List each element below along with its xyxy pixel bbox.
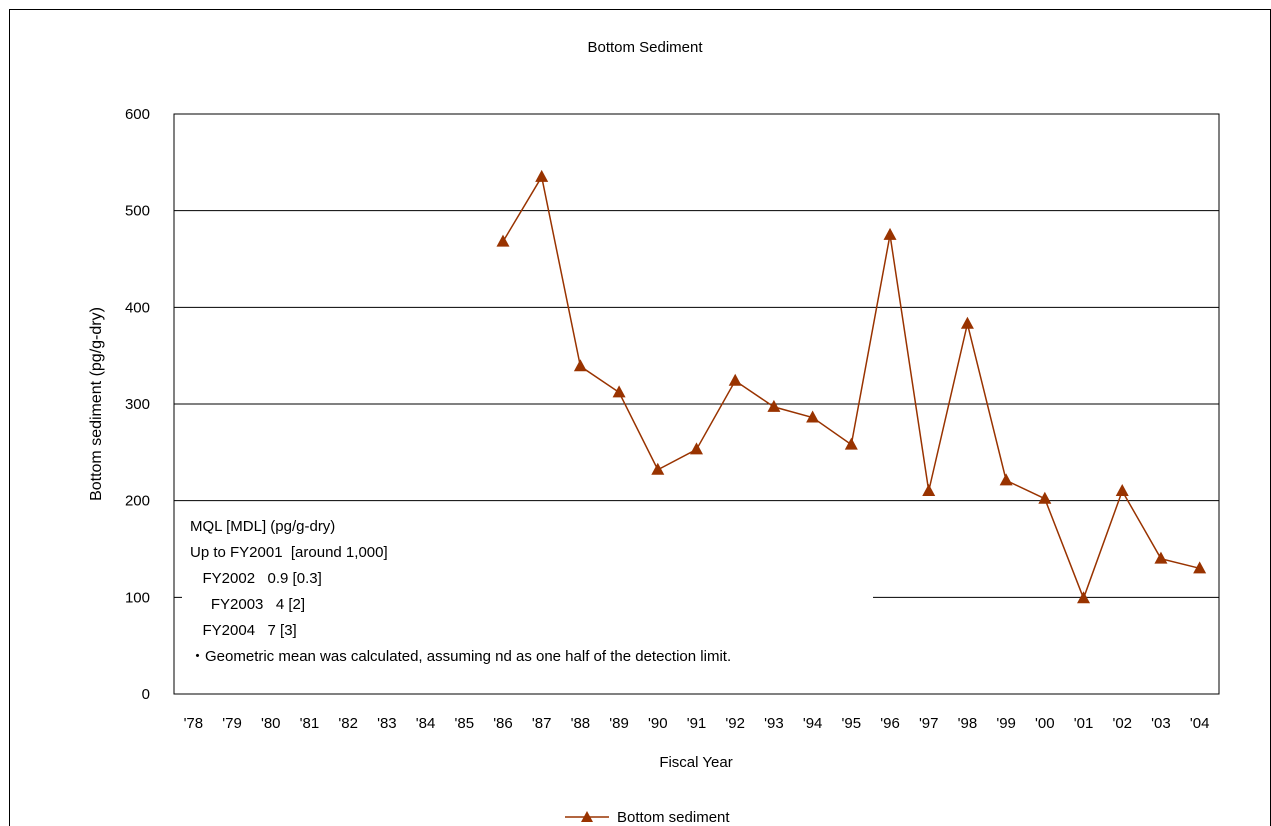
x-tick-label: '80 [261, 715, 281, 732]
data-point-marker [1077, 591, 1091, 604]
data-point-marker [535, 169, 549, 182]
annotation-line: Up to FY2001 [around 1,000] [190, 544, 388, 561]
annotation-line: MQL [MDL] (pg/g-dry) [190, 518, 335, 535]
x-tick-label: '87 [532, 715, 552, 732]
y-tick-label: 500 [125, 203, 150, 220]
y-tick-label: 400 [125, 299, 150, 316]
x-tick-label: '02 [1112, 715, 1132, 732]
x-tick-label: '82 [338, 715, 358, 732]
annotation-line: FY2002 0.9 [0.3] [190, 570, 322, 587]
data-point-marker [728, 373, 742, 386]
x-tick-label: '89 [609, 715, 629, 732]
data-point-marker [651, 462, 665, 475]
x-tick-label: '90 [648, 715, 668, 732]
data-point-marker [573, 359, 587, 372]
x-axis-label: Fiscal Year [659, 754, 732, 771]
x-tick-label: '04 [1190, 715, 1210, 732]
annotation-block: MQL [MDL] (pg/g-dry) Up to FY2001 [around… [190, 518, 731, 665]
data-point-marker [883, 227, 897, 240]
x-tick-label: '85 [454, 715, 474, 732]
data-point-marker [960, 316, 974, 329]
x-tick-label: '97 [919, 715, 939, 732]
x-axis-ticks: '78 '79 '80 '81 '82 '83 '84 '85 '86 '87 '88 '89 '90 '… [184, 715, 1210, 732]
x-tick-label: '01 [1074, 715, 1094, 732]
plot-area [173, 113, 1220, 695]
data-point-marker [1193, 561, 1207, 574]
x-tick-label: '95 [842, 715, 862, 732]
data-point-marker [1038, 491, 1052, 504]
x-tick-label: '86 [493, 715, 513, 732]
x-tick-label: '93 [764, 715, 784, 732]
data-point-marker [806, 410, 820, 423]
y-tick-label: 100 [125, 589, 150, 606]
data-point-marker [767, 399, 781, 412]
x-tick-label: '94 [803, 715, 823, 732]
x-tick-label: '98 [958, 715, 978, 732]
data-point-marker [844, 437, 858, 450]
x-tick-label: '83 [377, 715, 397, 732]
annotation-box [182, 512, 873, 682]
annotation-line: FY2003 4 [2] [190, 596, 305, 613]
legend-label: Bottom sediment [617, 809, 730, 826]
legend: Bottom sediment [565, 809, 730, 826]
x-tick-label: '96 [880, 715, 900, 732]
x-tick-label: '88 [571, 715, 591, 732]
data-point-marker [1154, 551, 1168, 564]
data-point-marker [922, 484, 936, 496]
x-tick-label: '91 [687, 715, 707, 732]
x-tick-label: '79 [222, 715, 242, 732]
x-tick-label: '03 [1151, 715, 1171, 732]
data-point-marker [496, 234, 510, 247]
x-tick-label: '81 [300, 715, 320, 732]
data-point-marker [612, 385, 626, 398]
y-tick-label: 300 [125, 396, 150, 413]
annotation-line: ・Geometric mean was calculated, assuming… [190, 648, 731, 665]
data-point-marker [690, 442, 703, 455]
y-tick-label: 600 [125, 106, 150, 123]
y-axis-ticks: 0 100 200 300 400 500 600 [125, 106, 150, 703]
x-tick-label: '84 [416, 715, 436, 732]
y-tick-label: 200 [125, 493, 150, 510]
data-point-marker [999, 473, 1013, 486]
data-point-marker [1115, 484, 1129, 496]
annotation-line: FY2004 7 [3] [190, 622, 297, 639]
y-tick-label: 0 [142, 686, 150, 703]
x-tick-label: '99 [996, 715, 1016, 732]
chart-title: Bottom Sediment [587, 39, 703, 56]
legend-marker [581, 811, 593, 822]
x-tick-label: '78 [184, 715, 204, 732]
y-axis-label: Bottom sediment (pg/g-dry) [88, 307, 105, 501]
series-bottom-sediment [496, 169, 1207, 604]
x-tick-label: '92 [725, 715, 745, 732]
x-tick-label: '00 [1035, 715, 1055, 732]
